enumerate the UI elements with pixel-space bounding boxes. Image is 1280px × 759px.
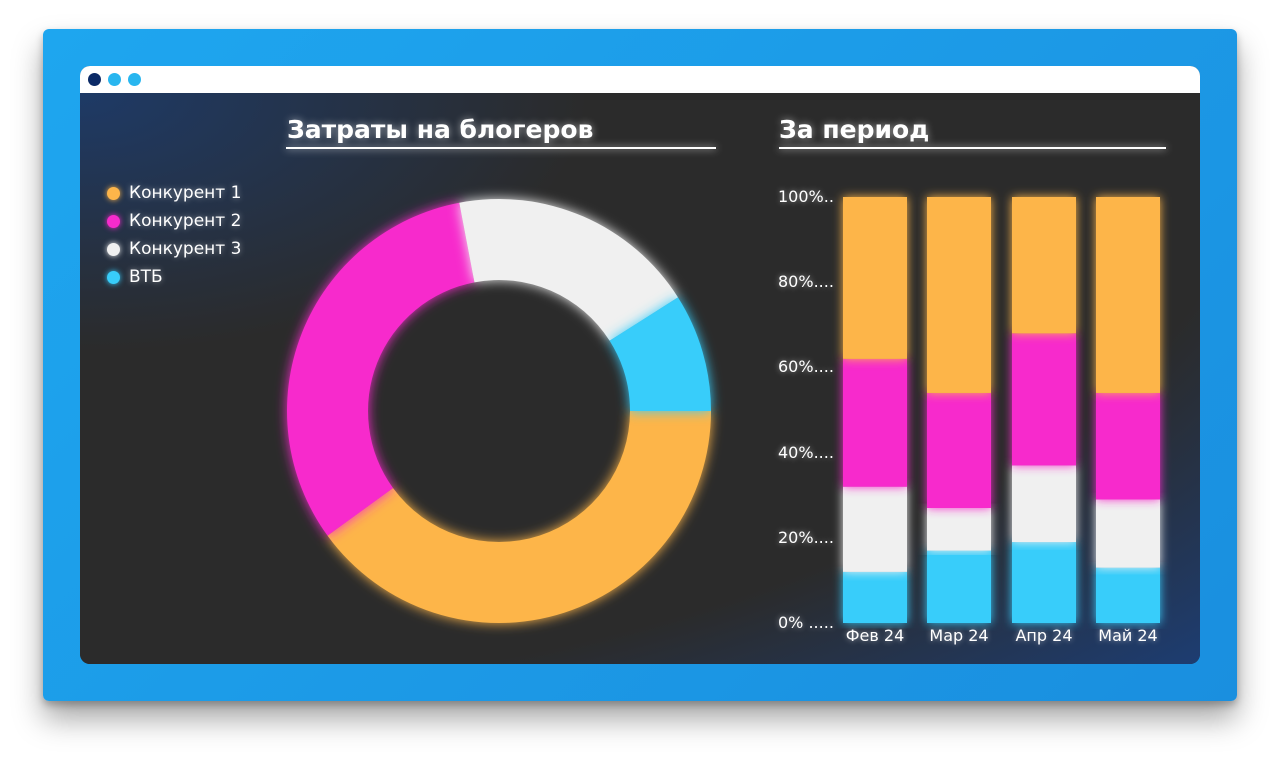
legend-label: ВТБ [129, 267, 163, 287]
legend-item: Конкурент 3 [107, 235, 241, 263]
legend-item: Конкурент 2 [107, 207, 241, 235]
bars-title-underline [779, 147, 1166, 149]
x-tick-label: Май 24 [1098, 626, 1158, 645]
bar-segment [843, 358, 907, 487]
app-window: Затраты на блогеров За период Конкурент … [80, 66, 1200, 664]
y-tick-label: 0% ..... [778, 613, 834, 632]
chart-legend: Конкурент 1 Конкурент 2 Конкурент 3 ВТБ [107, 179, 241, 291]
bar-segment [1096, 499, 1160, 568]
bar-segment [1096, 392, 1160, 500]
title-bar [80, 66, 1200, 93]
bar-segment [843, 571, 907, 623]
donut-chart [287, 199, 711, 623]
window-dot-close[interactable] [88, 73, 101, 86]
window-dot-maximize[interactable] [128, 73, 141, 86]
donut-slice [459, 199, 678, 341]
bar-segment [927, 392, 991, 508]
legend-label: Конкурент 2 [129, 211, 242, 231]
y-tick-label: 80%.... [778, 272, 834, 292]
bar-segment [1096, 567, 1160, 623]
legend-swatch [107, 242, 120, 256]
legend-item: ВТБ [107, 263, 241, 291]
bar-segment [927, 197, 991, 393]
bar-segment [927, 507, 991, 551]
bars-title: За период [779, 115, 930, 144]
donut-slice [287, 202, 475, 536]
bar-segment [843, 486, 907, 572]
stacked-bar-chart [843, 197, 1160, 623]
dashboard-content: Затраты на блогеров За период Конкурент … [80, 93, 1200, 664]
bar-segment [927, 550, 991, 623]
legend-swatch [107, 214, 120, 228]
y-tick-label: 40%.... [778, 442, 834, 462]
donut-slice [327, 411, 711, 623]
bar-segment [1012, 333, 1076, 466]
y-tick-label: 100%.. [778, 187, 834, 206]
y-tick-label: 20%.... [778, 527, 834, 547]
y-tick-label: 60%.... [778, 357, 834, 377]
legend-swatch [107, 270, 120, 284]
x-tick-label: Апр 24 [1015, 626, 1073, 645]
bar-segment [1096, 197, 1160, 393]
x-tick-label: Фев 24 [845, 626, 905, 645]
bar-segment [1012, 197, 1076, 334]
donut-title: Затраты на блогеров [287, 115, 594, 144]
window-dot-minimize[interactable] [108, 73, 121, 86]
donut-slice [609, 297, 711, 411]
legend-label: Конкурент 1 [129, 183, 242, 203]
legend-swatch [107, 186, 120, 200]
bar-segment [1012, 542, 1076, 623]
x-tick-label: Мар 24 [929, 626, 989, 645]
bar-segment [843, 197, 907, 359]
legend-label: Конкурент 3 [129, 239, 242, 259]
legend-item: Конкурент 1 [107, 179, 241, 207]
bar-segment [1012, 465, 1076, 543]
donut-title-underline [286, 147, 716, 149]
